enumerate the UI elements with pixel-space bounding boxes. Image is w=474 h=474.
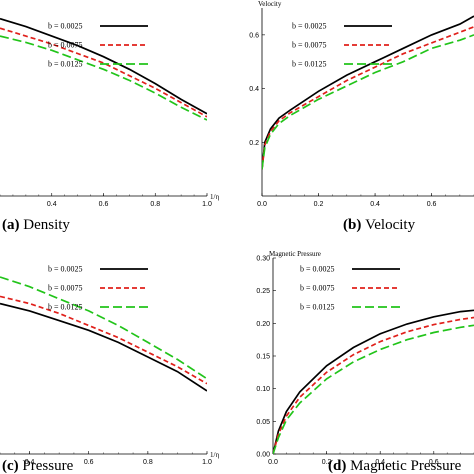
legend-label: b = 0.0025 bbox=[48, 22, 83, 31]
y-tick-label: 0.20 bbox=[256, 321, 270, 328]
panel-density: 0.4 0.6 0.8 1.01/η b = 0.0025 b = 0.0075 b = 0… bbox=[0, 17, 219, 233]
x-tick-label: 1.0 bbox=[202, 201, 212, 208]
series-line-1 bbox=[0, 17, 207, 115]
y-tick-label: 0.30 bbox=[256, 256, 270, 263]
legend-label: b = 0.0125 bbox=[300, 303, 335, 312]
series-line-2 bbox=[0, 27, 207, 118]
legend-label: b = 0.0125 bbox=[292, 60, 327, 69]
caption-letter: (c) bbox=[2, 458, 22, 474]
x-tick-label: 0.0 bbox=[257, 201, 267, 208]
legend-label: b = 0.0075 bbox=[48, 41, 83, 50]
x-tick-label: 0.0 bbox=[268, 459, 278, 466]
panel-magnetic-pressure: 0.0 0.2 0.4 0.6 0.00 0.05 0.10 0.15 0.20 0.25 0.30… bbox=[256, 250, 474, 474]
series-line-1 bbox=[273, 309, 474, 454]
y-tick-label: 0.15 bbox=[256, 354, 270, 361]
x-tick-label: 0.4 bbox=[47, 201, 57, 208]
x-tick-label: 0.6 bbox=[84, 459, 94, 466]
y-tick-label: 0.2 bbox=[249, 140, 259, 147]
series-line-3 bbox=[0, 35, 207, 121]
series-line-1 bbox=[0, 302, 207, 392]
y-tick-label: 0.10 bbox=[256, 386, 270, 393]
y-tick-label: 0.6 bbox=[249, 32, 259, 39]
x-tick-label: 0.4 bbox=[375, 459, 385, 466]
legend-label: b = 0.0075 bbox=[300, 284, 335, 293]
series-line-3 bbox=[0, 276, 207, 380]
panel-pressure: 0.4 0.6 0.8 1.01/η b = 0.0025 b = 0.0075 b = 0… bbox=[0, 265, 219, 474]
legend-label: b = 0.0075 bbox=[48, 284, 83, 293]
legend-label: b = 0.0025 bbox=[292, 22, 327, 31]
caption-text: Density bbox=[23, 217, 70, 233]
series-line-2 bbox=[273, 316, 474, 454]
x-tick-label: 0.6 bbox=[99, 201, 109, 208]
x-tick-label: 1.0 bbox=[202, 459, 212, 466]
panel-caption: (c) Pressure bbox=[2, 458, 74, 474]
y-axis-label: Velocity bbox=[258, 0, 282, 8]
series-line-2 bbox=[262, 26, 474, 170]
x-axis-label: 1/η bbox=[210, 193, 219, 201]
x-tick-label: 0.2 bbox=[314, 201, 324, 208]
caption-letter: (d) bbox=[328, 458, 350, 474]
y-tick-label: 0.25 bbox=[256, 288, 270, 295]
caption-text: Pressure bbox=[22, 458, 73, 474]
legend-label: b = 0.0125 bbox=[48, 60, 83, 69]
legend-label: b = 0.0075 bbox=[292, 41, 327, 50]
caption-letter: (a) bbox=[2, 217, 23, 233]
series-line-3 bbox=[262, 34, 474, 170]
y-axis-label: Magnetic Pressure bbox=[269, 250, 321, 258]
panel-caption: (d) Magnetic Pressure bbox=[328, 458, 462, 474]
series-line-3 bbox=[273, 324, 474, 454]
x-tick-label: 0.8 bbox=[143, 459, 153, 466]
x-tick-label: 0.2 bbox=[322, 459, 332, 466]
panel-velocity: 0.0 0.2 0.4 0.6 0.2 0.4 0.6 Velocity b = 0.0025 b… bbox=[249, 0, 474, 233]
y-tick-label: 0.4 bbox=[249, 86, 259, 93]
caption-text: Velocity bbox=[365, 217, 415, 233]
x-tick-label: 0.6 bbox=[429, 459, 439, 466]
y-tick-label: 0.00 bbox=[256, 452, 270, 459]
legend-label: b = 0.0025 bbox=[300, 265, 335, 274]
x-tick-label: 0.4 bbox=[370, 201, 380, 208]
legend-label: b = 0.0125 bbox=[48, 303, 83, 312]
panel-caption: (a) Density bbox=[2, 217, 70, 233]
y-tick-label: 0.05 bbox=[256, 419, 270, 426]
x-axis-label: 1/η bbox=[210, 451, 219, 459]
x-tick-label: 0.8 bbox=[150, 201, 160, 208]
caption-text: Magnetic Pressure bbox=[350, 458, 462, 474]
x-tick-label: 0.6 bbox=[427, 201, 437, 208]
legend-label: b = 0.0025 bbox=[48, 265, 83, 274]
caption-letter: (b) bbox=[343, 217, 365, 233]
x-tick-label: 0.4 bbox=[25, 459, 35, 466]
series-line-1 bbox=[262, 15, 474, 170]
series-line-2 bbox=[0, 295, 207, 385]
panel-caption: (b) Velocity bbox=[343, 217, 416, 233]
